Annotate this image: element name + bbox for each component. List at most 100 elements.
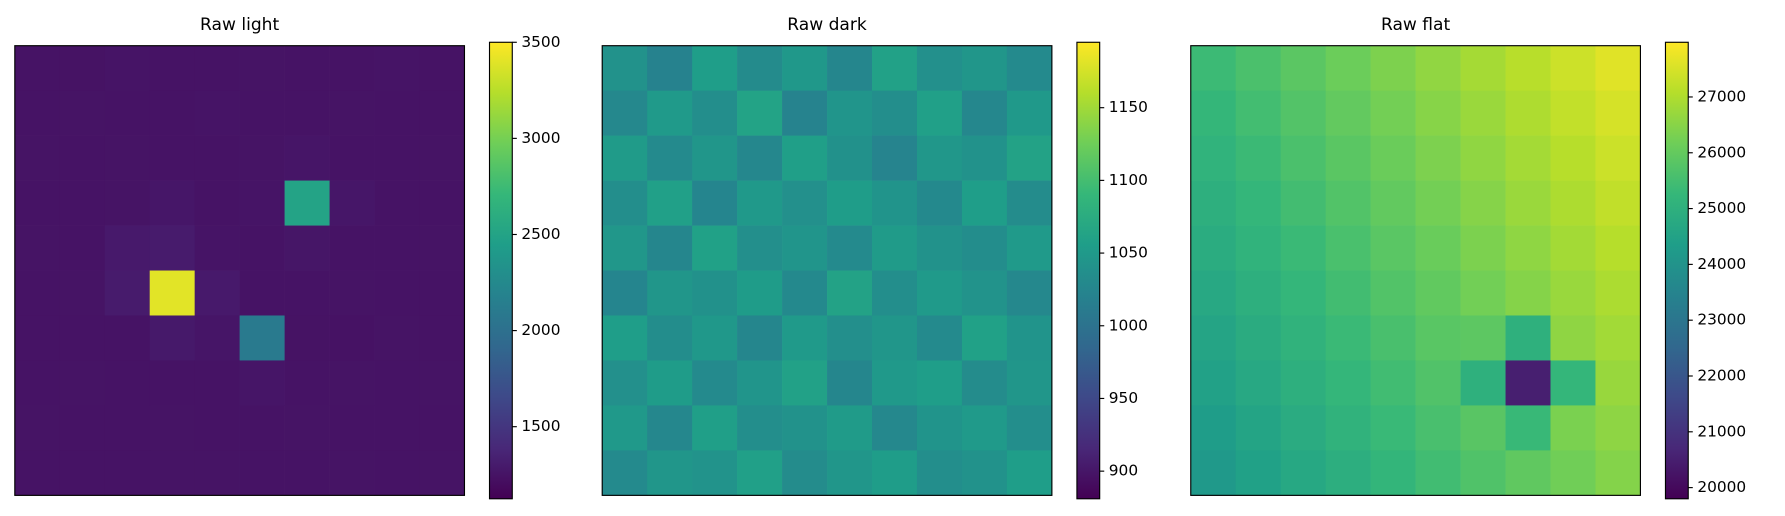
- heatmap-cell: [104, 315, 151, 361]
- heatmap-cell: [961, 270, 1008, 316]
- heatmap-cell: [1460, 90, 1506, 136]
- heatmap-cell: [149, 90, 196, 136]
- heatmap-cell: [647, 360, 693, 406]
- heatmap-cell: [1505, 225, 1551, 271]
- heatmap-cell: [284, 405, 330, 451]
- heatmap-cell: [692, 225, 738, 271]
- heatmap-cell: [194, 315, 240, 361]
- colorbar-tick-label: 3500: [521, 33, 560, 51]
- heatmap-cell: [1505, 90, 1551, 136]
- colorbar-tick-label: 23000: [1697, 311, 1746, 329]
- heatmap-cell: [194, 270, 240, 316]
- heatmap-cell: [194, 180, 240, 226]
- heatmap-cell: [284, 225, 330, 271]
- heatmap-cell: [692, 315, 738, 361]
- heatmap-cell: [827, 90, 873, 136]
- heatmap-cell: [239, 360, 285, 406]
- heatmap-cell: [329, 450, 375, 496]
- heatmap-cell: [329, 45, 375, 91]
- colorbar-tick-label: 1150: [1109, 98, 1148, 116]
- heatmap-cell: [737, 450, 783, 496]
- heatmap-cell: [374, 180, 420, 226]
- heatmap-cell: [329, 315, 375, 361]
- heatmap-cell: [59, 90, 106, 136]
- heatmap-cell: [916, 135, 963, 181]
- colorbar: [1076, 41, 1101, 500]
- heatmap-cell: [647, 90, 693, 136]
- heatmap-cell: [602, 90, 648, 136]
- heatmap-cell: [692, 45, 738, 91]
- heatmap-cell: [782, 270, 828, 316]
- heatmap-cell: [1190, 180, 1237, 226]
- heatmap-cell: [1006, 315, 1053, 361]
- heatmap-cell: [782, 180, 828, 226]
- heatmap-cell: [239, 270, 285, 316]
- heatmap-cell: [1006, 270, 1053, 316]
- heatmap-cell: [1415, 360, 1461, 406]
- heatmap-cell: [14, 225, 61, 271]
- heatmap-cell: [1370, 45, 1416, 91]
- colorbar-tick-label: 2500: [521, 225, 560, 243]
- heatmap-cell: [14, 270, 61, 316]
- heatmap-cell: [1235, 90, 1282, 136]
- heatmap-cell: [827, 225, 873, 271]
- heatmap-cell: [1325, 180, 1371, 226]
- colorbar-tick-label: 20000: [1697, 478, 1746, 496]
- heatmap-cell: [916, 180, 963, 226]
- heatmap-cell: [1595, 360, 1641, 406]
- colorbar: [488, 41, 513, 500]
- heatmap-cell: [1370, 90, 1416, 136]
- heatmap-cell: [194, 45, 240, 91]
- heatmap-cell: [827, 180, 873, 226]
- colorbar: [1664, 41, 1689, 500]
- heatmap-cell: [1415, 180, 1461, 226]
- heatmap-cell: [1235, 180, 1282, 226]
- heatmap-cell: [1550, 360, 1596, 406]
- heatmap-cell: [149, 360, 196, 406]
- heatmap-cell: [1235, 45, 1282, 91]
- heatmap-cell: [374, 270, 420, 316]
- heatmap-cell: [1415, 405, 1461, 451]
- heatmap-cell: [14, 180, 61, 226]
- heatmap-cell: [1190, 315, 1237, 361]
- panel-title: Raw dark: [787, 15, 867, 35]
- heatmap-cell: [916, 270, 963, 316]
- heatmap-cell: [1190, 90, 1237, 136]
- heatmap-cell: [647, 45, 693, 91]
- heatmap-cell: [1595, 405, 1641, 451]
- heatmap-cell: [59, 450, 106, 496]
- heatmap-cell: [1370, 270, 1416, 316]
- heatmap-cell: [1550, 90, 1596, 136]
- heatmap-cell: [961, 135, 1008, 181]
- colorbar-tick-label: 950: [1109, 389, 1138, 407]
- heatmap-cell: [602, 135, 648, 181]
- heatmap-cell: [602, 45, 648, 91]
- heatmap-cell: [1415, 225, 1461, 271]
- heatmap-cell: [602, 315, 648, 361]
- heatmap-cell: [916, 405, 963, 451]
- heatmap-cell: [827, 315, 873, 361]
- heatmap-cell: [1325, 45, 1371, 91]
- heatmap-cell: [1006, 45, 1053, 91]
- heatmap-cell: [872, 315, 918, 361]
- heatmap-cell: [872, 45, 918, 91]
- heatmap-cell: [284, 180, 330, 226]
- heatmap-cell: [59, 360, 106, 406]
- heatmap-cell: [1190, 270, 1237, 316]
- heatmap-cell: [1006, 180, 1053, 226]
- heatmap-cell: [374, 360, 420, 406]
- heatmap-cell: [1190, 360, 1237, 406]
- heatmap-cell: [1325, 270, 1371, 316]
- heatmap-cell: [419, 225, 465, 271]
- heatmap-cell: [647, 315, 693, 361]
- heatmap-cell: [1280, 405, 1326, 451]
- heatmap-cell: [14, 405, 61, 451]
- heatmap-cell: [14, 450, 61, 496]
- heatmap-cell: [59, 405, 106, 451]
- heatmap-cell: [1505, 405, 1551, 451]
- heatmap-cell: [149, 135, 196, 181]
- heatmap-cell: [1280, 90, 1326, 136]
- heatmap-cell: [961, 315, 1008, 361]
- heatmap-cell: [1280, 315, 1326, 361]
- heatmap-cell: [149, 450, 196, 496]
